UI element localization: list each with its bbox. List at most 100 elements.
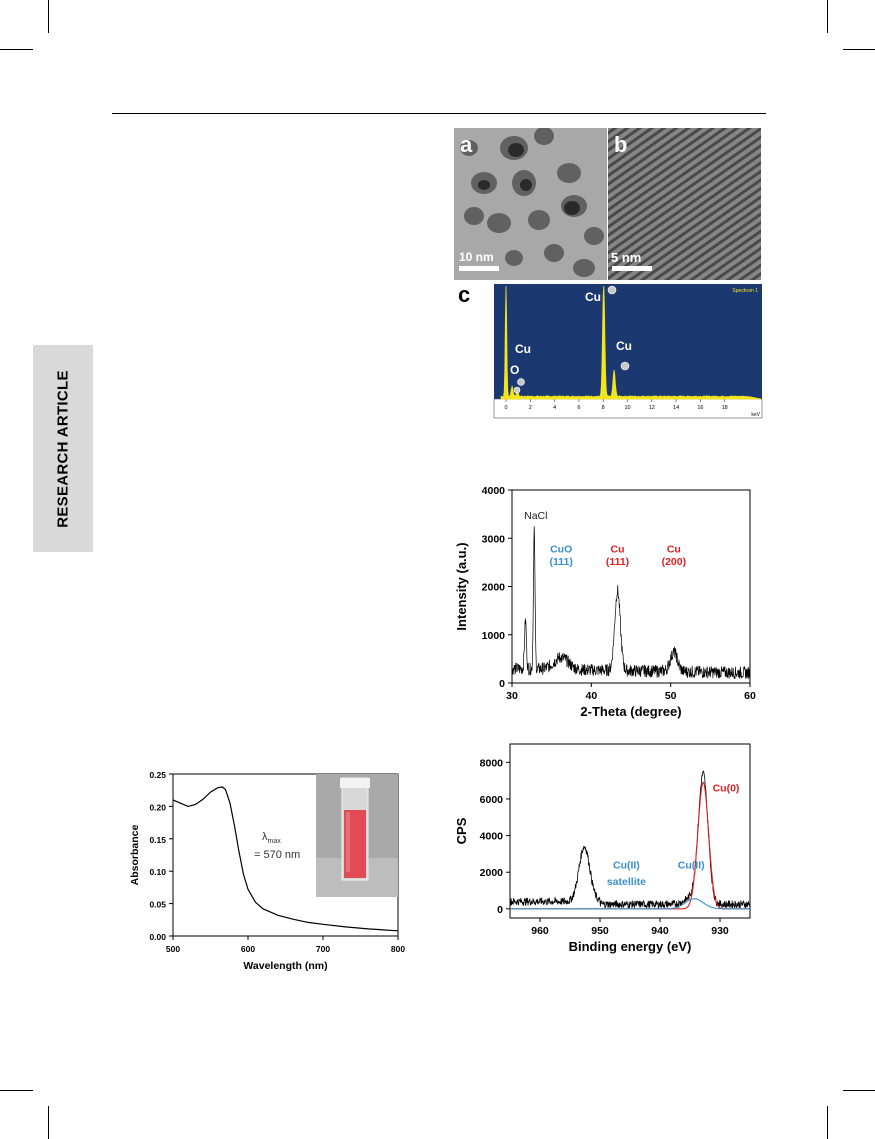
xrd-annotation: Cu xyxy=(611,544,625,556)
xrd-x-tick-label: 40 xyxy=(585,690,597,702)
cuvette-cap xyxy=(340,778,370,788)
tem-panel-a-letter: a xyxy=(460,132,473,157)
uv-x-tick-label: 800 xyxy=(391,944,405,954)
xrd-y-axis-label: Intensity (a.u.) xyxy=(454,542,469,630)
uv-vis-chart: 500 600 700 800 0.00 0.05 0.10 0.15 0.20 0.25 Wave… xyxy=(129,770,405,972)
xps-y-tick-label: 8000 xyxy=(480,757,504,769)
xrd-x-tick-label: 60 xyxy=(744,690,756,702)
uv-annotation-lambda: λmax xyxy=(262,831,281,845)
tem-panel-b-scale-bar xyxy=(612,266,652,271)
edx-x-tick-label: 18 xyxy=(722,405,728,411)
edx-peak-marker xyxy=(620,361,630,371)
xrd-annotation: Cu xyxy=(667,544,681,556)
xrd-plot-frame xyxy=(511,489,751,684)
xrd-x-axis-label: 2-Theta (degree) xyxy=(580,704,681,719)
crop-mark xyxy=(843,1090,875,1091)
header-rule xyxy=(112,113,766,114)
xrd-x-tick-label: 50 xyxy=(665,690,677,702)
tem-panel-a-scale-bar xyxy=(459,266,499,271)
edx-plot-area xyxy=(494,284,762,399)
uv-y-tick-label: 0.15 xyxy=(149,835,166,845)
edx-peak-markers xyxy=(513,285,630,394)
xrd-y-tick-label: 2000 xyxy=(482,582,506,594)
uv-series-line xyxy=(172,786,399,932)
edx-peak-marker xyxy=(517,378,525,386)
uv-y-axis-label: Absorbance xyxy=(129,825,141,886)
xps-x-tick-label: 940 xyxy=(651,925,669,937)
edx-peak-label: Cu xyxy=(585,290,601,304)
uv-annotation-subscript: max xyxy=(268,838,282,845)
xps-y-tick-label: 2000 xyxy=(480,867,504,879)
crop-mark xyxy=(0,1090,33,1091)
xrd-y-tick-label: 3000 xyxy=(482,533,506,545)
edx-x-tick-label: 6 xyxy=(577,405,580,411)
xrd-annotation: NaCl xyxy=(524,510,547,522)
crop-mark xyxy=(48,1106,49,1139)
xrd-annotation: (111) xyxy=(550,556,573,568)
uv-x-tick-label: 600 xyxy=(241,944,255,954)
xps-y-tick-label: 0 xyxy=(497,904,503,916)
uv-annotation-value: = 570 nm xyxy=(254,849,300,861)
edx-x-axis: 0 2 4 6 8 10 12 14 16 18 xyxy=(504,399,728,411)
xrd-annotation: (200) xyxy=(662,556,687,568)
edx-peak-label: Cu xyxy=(515,342,531,356)
edx-x-tick-label: 10 xyxy=(624,405,630,411)
xps-y-axis-label: CPS xyxy=(454,817,469,844)
xps-plot-frame xyxy=(509,743,751,919)
edx-x-tick-label: 12 xyxy=(649,405,655,411)
uv-x-axis-label: Wavelength (nm) xyxy=(243,960,327,972)
xrd-annotation: (111) xyxy=(606,556,629,568)
edx-spectrum-line xyxy=(500,285,762,400)
uv-y-tick-label: 0.20 xyxy=(149,802,166,812)
edx-peak-marker xyxy=(607,285,617,295)
cuvette-photo-inset xyxy=(316,774,398,897)
crop-mark xyxy=(827,0,828,33)
edx-x-tick-label: 16 xyxy=(697,405,703,411)
xrd-chart: 30 40 50 60 0 1000 2000 3000 4000 2-Theta (degree… xyxy=(454,485,756,719)
edx-panel-letter: c xyxy=(458,282,470,307)
edx-peak-label: Cu xyxy=(616,339,632,353)
xps-y-tick-label: 4000 xyxy=(480,831,504,843)
edx-unit-label: keV xyxy=(751,412,760,418)
tem-panel-b-scale-label: 5 nm xyxy=(611,250,641,265)
side-tab: RESEARCH ARTICLE xyxy=(33,345,93,552)
edx-x-tick-label: 8 xyxy=(602,405,605,411)
edx-x-tick-label: 14 xyxy=(673,405,679,411)
xps-y-tick-label: 6000 xyxy=(480,794,504,806)
xrd-series-line xyxy=(511,526,751,680)
xps-series-line xyxy=(510,898,750,910)
uv-y-tick-label: 0.25 xyxy=(149,770,166,780)
xps-annotation: satellite xyxy=(607,876,646,888)
xps-x-tick-label: 930 xyxy=(711,925,729,937)
xrd-x-tick-label: 30 xyxy=(506,690,518,702)
crop-mark xyxy=(843,49,875,50)
xrd-annotation: CuO xyxy=(550,544,572,556)
tem-panel-a: a 10 nm xyxy=(454,128,607,280)
side-tab-label: RESEARCH ARTICLE xyxy=(54,369,72,528)
xps-x-tick-label: 950 xyxy=(591,925,609,937)
tem-panel-b: b 5 nm xyxy=(608,128,761,280)
xps-x-tick-label: 960 xyxy=(531,925,549,937)
cuvette-highlight xyxy=(346,812,350,872)
xrd-y-tick-label: 4000 xyxy=(482,485,506,497)
xps-annotation: Cu(0) xyxy=(713,783,740,795)
crop-mark xyxy=(48,0,49,33)
tem-figure: a 10 nm b 5 nm xyxy=(454,128,761,280)
uv-y-tick-label: 0.00 xyxy=(149,932,166,942)
edx-peak-label: O xyxy=(510,363,519,377)
xrd-y-tick-label: 1000 xyxy=(482,630,506,642)
uv-x-tick-label: 500 xyxy=(166,944,180,954)
crop-mark xyxy=(0,49,33,50)
xps-chart: 960 950 940 930 0 2000 4000 6000 8000 Binding ene… xyxy=(454,743,751,954)
edx-x-tick-label: 4 xyxy=(553,405,556,411)
tem-panel-a-scale-label: 10 nm xyxy=(459,250,494,264)
uv-x-tick-label: 700 xyxy=(316,944,330,954)
edx-peak-marker xyxy=(513,386,521,394)
xps-annotation: Cu(II) xyxy=(678,860,705,872)
crop-mark xyxy=(827,1106,828,1139)
xps-x-axis-label: Binding energy (eV) xyxy=(569,939,692,954)
uv-y-tick-label: 0.05 xyxy=(149,900,166,910)
edx-figure: c Spectrum 1 0 2 4 6 8 10 12 14 16 18 keV Cu Cu C… xyxy=(458,282,763,419)
uv-y-tick-label: 0.10 xyxy=(149,867,166,877)
edx-x-tick-label: 0 xyxy=(504,405,507,411)
